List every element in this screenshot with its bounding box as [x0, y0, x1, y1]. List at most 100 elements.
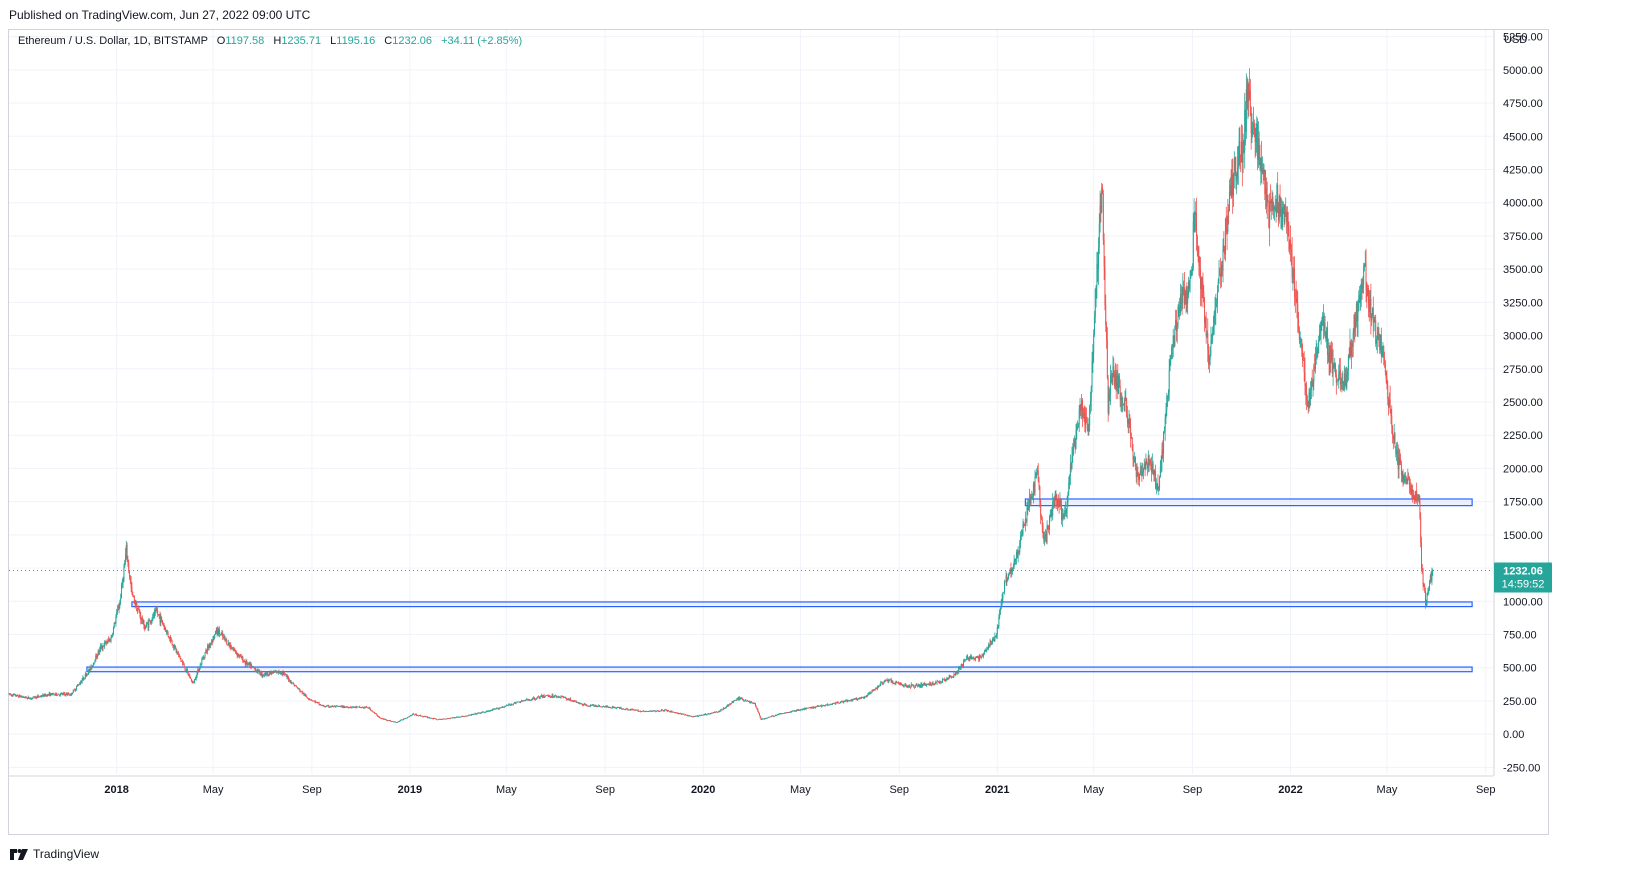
candle-body: [186, 669, 188, 672]
candle-body: [702, 714, 704, 716]
candle-body: [80, 682, 82, 684]
candle-body: [840, 701, 842, 704]
candle-body: [140, 616, 142, 621]
candle-body: [524, 700, 526, 702]
candle-body: [1206, 333, 1208, 336]
candle-body: [439, 719, 441, 720]
candle-body: [558, 696, 560, 698]
chart-frame[interactable]: [8, 29, 1549, 835]
candle-body: [1019, 542, 1021, 552]
candle-body: [591, 704, 593, 706]
candle-body: [672, 711, 674, 713]
candle-body: [1192, 267, 1194, 271]
price-tick-label: 0.00: [1503, 729, 1524, 741]
candle-body: [959, 668, 961, 670]
candle-body: [996, 627, 998, 635]
candle-body: [914, 686, 916, 688]
candle-body: [1205, 317, 1207, 336]
candle-body: [260, 672, 262, 675]
candle-body: [1358, 294, 1360, 311]
candle-body: [289, 680, 291, 682]
candle-body: [1241, 142, 1243, 163]
candle-body: [230, 645, 232, 649]
candle-body: [544, 696, 546, 698]
candle-body: [413, 713, 415, 715]
candle-body: [1259, 157, 1261, 170]
candle-body: [443, 718, 445, 720]
candle-body: [744, 699, 746, 701]
candle-body: [554, 695, 556, 697]
symbol-title[interactable]: Ethereum / U.S. Dollar, 1D, BITSTAMP: [18, 35, 208, 47]
candle-body: [752, 703, 754, 704]
candle-body: [499, 707, 501, 709]
candle-body: [22, 696, 24, 698]
candle-body: [763, 718, 765, 720]
candle-body: [1338, 374, 1340, 380]
candle-body: [471, 714, 473, 716]
footer-brand[interactable]: TradingView: [10, 847, 99, 861]
candle-body: [400, 719, 402, 721]
candle-body: [997, 627, 999, 628]
candle-body: [1231, 175, 1233, 196]
candle-body: [608, 706, 610, 708]
candle-body: [379, 717, 381, 719]
candle-body: [910, 684, 912, 688]
candle-body: [308, 699, 310, 700]
candle-body: [846, 700, 848, 702]
time-tick-label: May: [203, 784, 224, 796]
candle-body: [1269, 200, 1271, 204]
candle-body: [51, 693, 53, 696]
candle-body: [363, 706, 365, 708]
candle-body: [818, 706, 820, 707]
candle-body: [1353, 315, 1355, 333]
candle-body: [704, 713, 706, 715]
candle-body: [677, 713, 679, 715]
candle-body: [191, 681, 193, 683]
candle-body: [169, 636, 171, 642]
price-tick-label: 1500.00: [1503, 530, 1543, 542]
candle-body: [1330, 345, 1332, 361]
candle-body: [128, 562, 130, 572]
candle-body: [936, 681, 938, 684]
candle-body: [152, 614, 154, 620]
candle-body: [612, 706, 614, 708]
candle-body: [917, 685, 919, 687]
candle-body: [337, 706, 339, 707]
candle-body: [265, 672, 267, 675]
candle-body: [1151, 464, 1153, 473]
candle-body: [1105, 305, 1107, 326]
candle-body: [1241, 142, 1243, 163]
candle-body: [557, 696, 559, 698]
candle-body: [807, 707, 809, 709]
candle-body: [1301, 339, 1303, 351]
candle-body: [798, 709, 800, 711]
candle-body: [160, 617, 162, 623]
candle-body: [67, 693, 69, 695]
candle-body: [86, 674, 88, 677]
candle-body: [417, 715, 419, 717]
candle-body: [1156, 483, 1158, 486]
candle-body: [1217, 282, 1219, 293]
candle-body: [777, 714, 779, 716]
candle-body: [983, 653, 985, 656]
candle-body: [689, 715, 691, 717]
candle-body: [1380, 334, 1382, 351]
candle-body: [634, 710, 636, 711]
candle-body: [1429, 575, 1431, 582]
candle-body: [170, 640, 172, 642]
candle-body: [658, 711, 660, 713]
candle-body: [254, 668, 256, 670]
candle-body: [526, 699, 528, 701]
candle-body: [236, 653, 238, 656]
candle-body: [1232, 175, 1234, 196]
candle-body: [1001, 598, 1003, 603]
candle-body: [412, 713, 414, 715]
candle-body: [738, 697, 740, 700]
candle-body: [668, 711, 670, 713]
candle-body: [1287, 212, 1289, 227]
candle-body: [217, 628, 219, 635]
candle-body: [1204, 298, 1206, 324]
candle-body: [225, 639, 227, 641]
candle-body: [315, 701, 317, 703]
